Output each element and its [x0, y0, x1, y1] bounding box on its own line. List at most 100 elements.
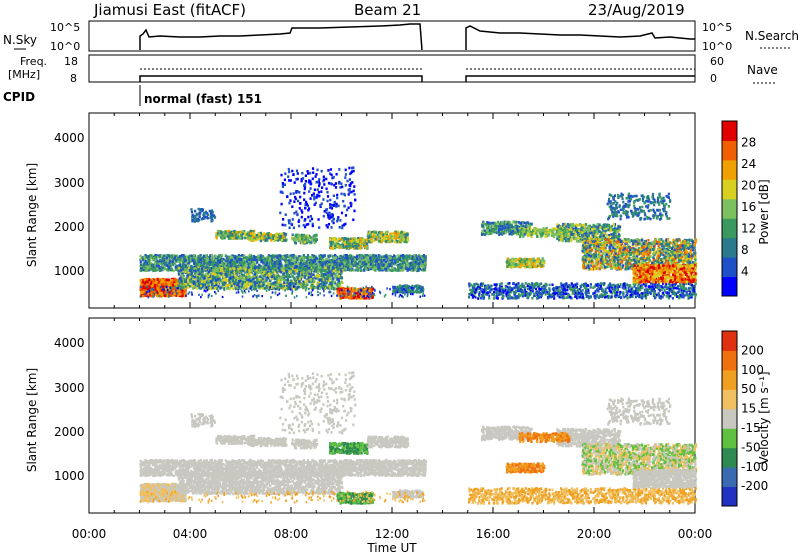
- data-cell: [226, 284, 228, 287]
- data-cell: [299, 257, 301, 260]
- data-cell: [181, 254, 183, 257]
- data-cell: [256, 261, 258, 264]
- data-cell: [375, 257, 377, 260]
- data-cell: [205, 267, 207, 270]
- data-cell: [301, 262, 303, 265]
- data-cell: [286, 281, 288, 284]
- data-cell: [236, 231, 238, 234]
- data-cell: [281, 268, 283, 271]
- data-cell: [303, 283, 305, 286]
- data-cell: [387, 268, 389, 271]
- data-cell: [217, 283, 219, 286]
- data-cell: [215, 284, 217, 287]
- data-cell: [301, 273, 303, 276]
- data-cell: [282, 273, 284, 276]
- data-cell: [397, 260, 399, 263]
- data-cell: [270, 239, 272, 242]
- data-cell: [208, 271, 210, 274]
- data-cell: [394, 261, 396, 264]
- data-cell: [238, 258, 240, 261]
- data-cell: [365, 265, 367, 268]
- freq-label-1: Freq.: [20, 55, 47, 68]
- data-cell: [202, 270, 204, 273]
- data-cell: [262, 281, 264, 284]
- data-cell: [178, 285, 180, 288]
- data-cell: [258, 264, 260, 267]
- data-cell: [201, 274, 203, 277]
- data-cell: [365, 258, 367, 261]
- data-cell: [308, 273, 310, 276]
- data-cell: [270, 266, 272, 269]
- data-cell: [211, 257, 213, 260]
- data-cell: [204, 280, 206, 283]
- data-cell: [254, 259, 256, 262]
- data-cell: [222, 262, 224, 265]
- data-cell: [172, 284, 174, 287]
- data-cell: [264, 235, 266, 238]
- data-cell: [194, 272, 196, 275]
- data-cell: [313, 257, 315, 260]
- nave-label: Nave: [747, 63, 778, 77]
- data-cell: [375, 255, 377, 258]
- data-cell: [282, 235, 284, 238]
- data-cell: [230, 276, 232, 279]
- data-cell: [252, 280, 254, 283]
- data-cell: [214, 287, 216, 290]
- data-cell: [188, 255, 190, 258]
- data-cell: [312, 269, 314, 272]
- data-cell: [193, 276, 195, 279]
- data-cell: [253, 256, 255, 259]
- data-cell: [154, 284, 156, 287]
- data-cell: [327, 278, 329, 281]
- data-cell: [292, 270, 294, 273]
- data-cell: [280, 263, 282, 266]
- data-cell: [227, 267, 229, 270]
- data-cell: [151, 285, 153, 288]
- data-cell: [239, 231, 241, 234]
- data-cell: [196, 287, 198, 290]
- data-cell: [197, 276, 199, 279]
- data-cell: [329, 286, 331, 289]
- data-cell: [322, 264, 324, 267]
- data-cell: [289, 276, 291, 279]
- data-cell: [257, 255, 259, 258]
- data-cell: [267, 232, 269, 235]
- data-cell: [246, 273, 248, 276]
- data-cell: [219, 279, 221, 282]
- data-cell: [305, 280, 307, 283]
- data-cell: [279, 236, 281, 239]
- data-cell: [221, 270, 223, 273]
- data-cell: [383, 259, 385, 262]
- data-cell: [221, 259, 223, 262]
- data-cell: [179, 261, 181, 264]
- data-cell: [240, 271, 242, 274]
- data-cell: [183, 291, 185, 294]
- data-cell: [354, 258, 356, 261]
- data-cell: [418, 266, 420, 269]
- data-cell: [298, 275, 300, 278]
- data-cell: [266, 285, 268, 288]
- data-cell: [262, 235, 264, 238]
- data-cell: [319, 287, 321, 290]
- data-cell: [291, 255, 293, 258]
- data-cell: [319, 278, 321, 281]
- data-cell: [245, 268, 247, 271]
- data-cell: [212, 277, 214, 280]
- data-cell: [149, 286, 151, 289]
- data-cell: [260, 232, 262, 235]
- data-cell: [284, 239, 286, 242]
- data-cell: [224, 282, 226, 285]
- data-cell: [241, 235, 243, 238]
- nsky-tick-top: 10^5: [50, 21, 80, 34]
- data-cell: [344, 267, 346, 270]
- data-cell: [144, 257, 146, 260]
- data-cell: [338, 260, 340, 263]
- data-cell: [154, 269, 156, 272]
- data-cell: [360, 254, 362, 257]
- data-cell: [191, 284, 193, 287]
- data-cell: [274, 265, 276, 268]
- data-cell: [283, 281, 285, 284]
- data-cell: [315, 275, 317, 278]
- data-cell: [360, 269, 362, 272]
